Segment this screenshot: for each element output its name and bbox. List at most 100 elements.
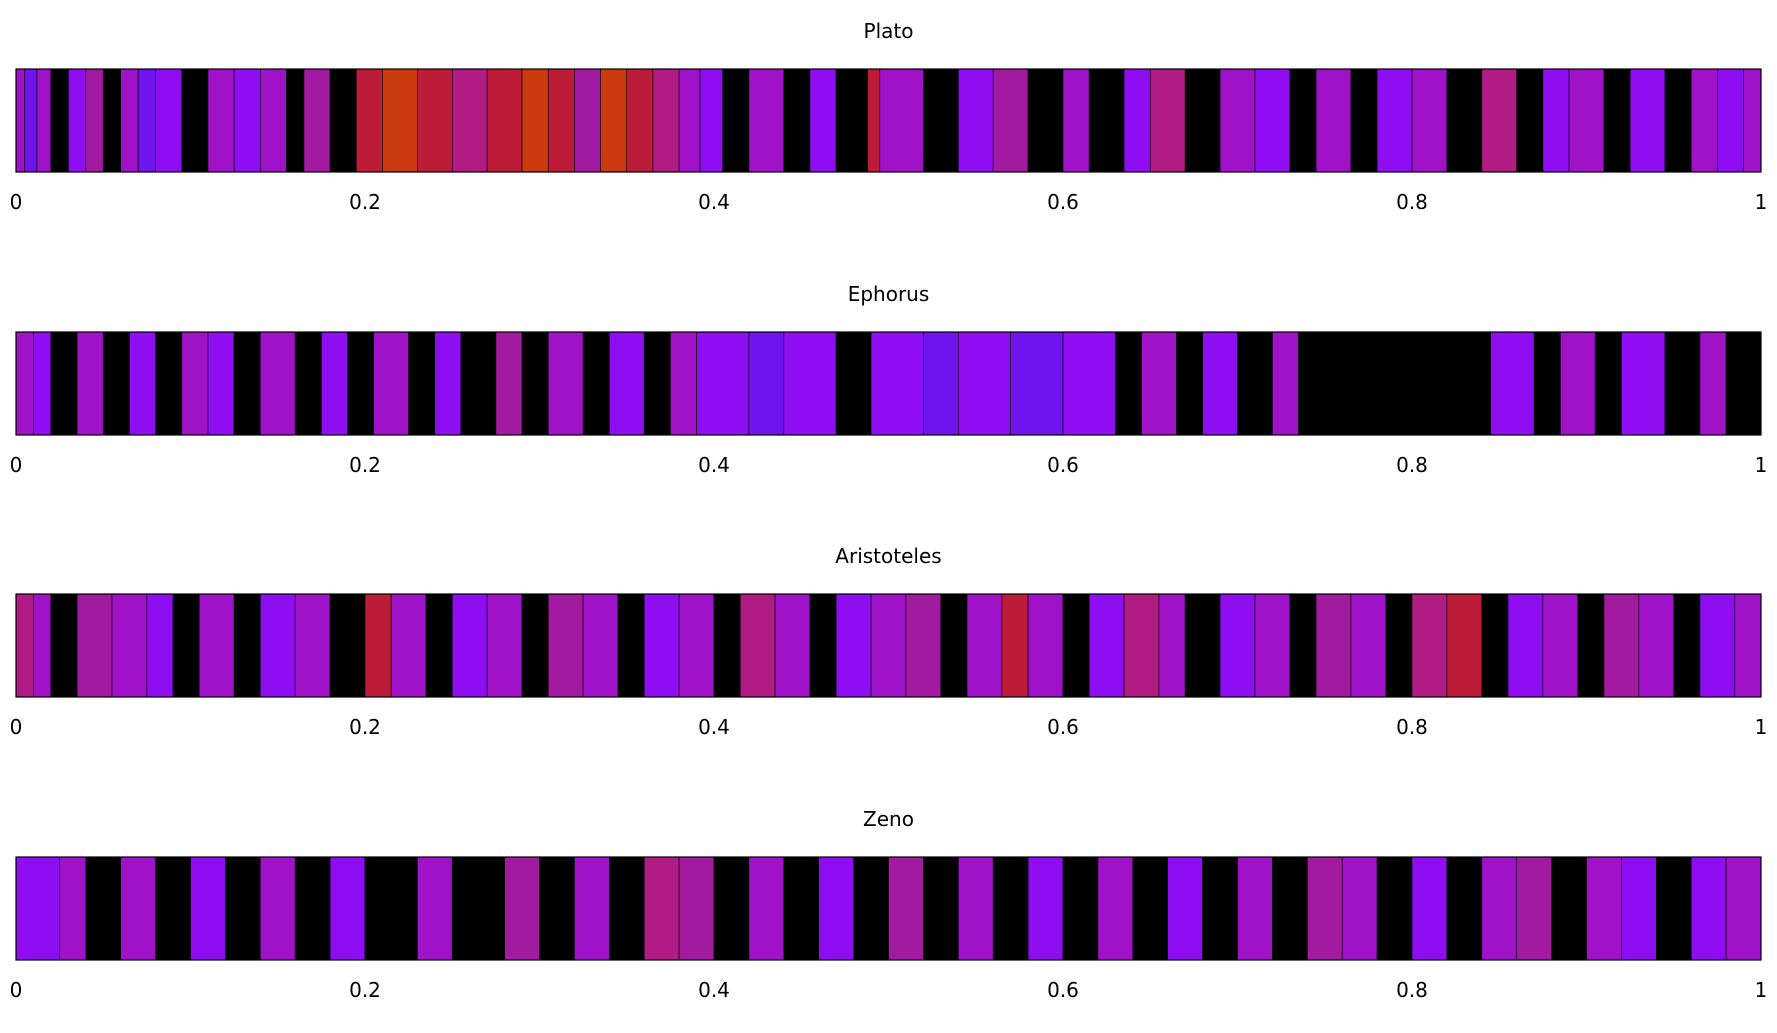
strip-segment <box>102 331 130 436</box>
strip-segment <box>190 856 226 961</box>
strip-segment <box>1237 331 1273 436</box>
strip-segment <box>1062 856 1099 961</box>
strip-segment <box>129 331 156 436</box>
strip-segment <box>774 593 811 698</box>
strip-segment <box>1490 331 1535 436</box>
strip-segment <box>460 331 497 436</box>
strip-segment <box>1690 856 1727 961</box>
strip-segment <box>233 68 261 173</box>
strip-segment <box>1725 331 1762 436</box>
strip-segment <box>1542 593 1579 698</box>
strip-segment <box>1298 331 1491 436</box>
strip-segment <box>643 331 671 436</box>
strip-segment <box>1699 593 1736 698</box>
strip-segment <box>1272 331 1299 436</box>
strip-segment <box>643 856 680 961</box>
strip-segment <box>1350 593 1387 698</box>
strip-panel-ephorus: Ephorus 0 0.2 0.4 0.6 0.8 1 <box>10 282 1768 477</box>
strip-segment <box>259 856 296 961</box>
x-tick-label: 0.8 <box>1396 190 1428 214</box>
strip-segment <box>68 68 87 173</box>
strip-segment <box>1272 856 1308 961</box>
strip-segment <box>329 856 366 961</box>
strip-segment <box>1446 593 1483 698</box>
strip-segment <box>181 68 209 173</box>
strip-segment <box>225 856 261 961</box>
strip-panel-aristoteles: Aristoteles 0 0.2 0.4 0.6 0.8 1 <box>10 544 1768 739</box>
strip-segment <box>146 593 174 698</box>
strip-segment <box>486 593 523 698</box>
strip-segment <box>1289 593 1317 698</box>
strip-segment <box>329 68 357 173</box>
strip-segment <box>1167 856 1203 961</box>
strip-segment <box>643 593 680 698</box>
strip-frame <box>15 68 1762 173</box>
strip-segment <box>1481 856 1518 961</box>
strip-segment <box>294 331 322 436</box>
strip-segment <box>521 68 549 173</box>
strip-segment <box>1629 68 1666 173</box>
strip-segment <box>1350 68 1378 173</box>
x-tick-label: 0.6 <box>1047 190 1079 214</box>
x-tick-label: 0.2 <box>349 978 381 1002</box>
x-tick-label: 0.2 <box>349 190 381 214</box>
strip-segment <box>451 68 488 173</box>
strip-segment <box>617 593 645 698</box>
strip-segment <box>818 856 854 961</box>
x-tick-label: 1 <box>1755 715 1768 739</box>
strip-segment <box>748 68 785 173</box>
x-tick-label: 0.4 <box>698 978 730 1002</box>
strip-segment <box>1621 331 1666 436</box>
strip-segment <box>1184 68 1221 173</box>
strip-segment <box>347 331 375 436</box>
strip-segment <box>76 331 104 436</box>
strip-segment <box>940 593 968 698</box>
strip-segment <box>582 331 610 436</box>
strip-segment <box>50 331 78 436</box>
strip-segment <box>1088 593 1125 698</box>
strip-segment <box>1341 856 1378 961</box>
strip-segment <box>355 68 383 173</box>
strip-segment <box>425 593 453 698</box>
strip-segment <box>1219 68 1256 173</box>
strip-segment <box>699 68 724 173</box>
strip-segment <box>547 68 575 173</box>
strip-segment <box>1027 593 1064 698</box>
strip-segment <box>582 593 619 698</box>
strip-segment <box>739 593 776 698</box>
strip-segment <box>1010 331 1064 436</box>
strip-segment <box>1664 68 1692 173</box>
strip-segment <box>1411 68 1448 173</box>
x-tick-label: 1 <box>1755 453 1768 477</box>
strip-segment <box>1115 331 1142 436</box>
strip-segment <box>259 593 296 698</box>
x-tick-label: 0 <box>10 715 23 739</box>
strip-segment <box>574 856 610 961</box>
x-tick-label: 0.8 <box>1396 978 1428 1002</box>
strip-segment <box>1027 856 1064 961</box>
strip-segment <box>678 593 715 698</box>
strip-segment <box>713 856 750 961</box>
x-tick-label: 0 <box>10 453 23 477</box>
strip-segment <box>155 856 191 961</box>
strip-segment <box>1542 68 1570 173</box>
strip-segment <box>888 856 924 961</box>
strip-segment <box>1446 68 1483 173</box>
strip-segment <box>722 68 750 173</box>
strip-segment <box>783 856 819 961</box>
strip-segment <box>259 68 287 173</box>
strip-segment <box>85 856 122 961</box>
strip-segment <box>783 331 837 436</box>
strip-segment <box>59 856 87 961</box>
panel-title: Ephorus <box>848 282 930 306</box>
strip-segment <box>15 68 26 173</box>
strip-segment <box>1176 331 1203 436</box>
strip-segment <box>1533 331 1561 436</box>
x-tick-label: 0.6 <box>1047 715 1079 739</box>
strip-segment <box>992 856 1029 961</box>
strip-segment <box>120 68 139 173</box>
strip-segment <box>1132 856 1169 961</box>
strip-segment <box>1568 68 1605 173</box>
strip-segment <box>1507 593 1544 698</box>
strip-segment <box>1603 593 1640 698</box>
